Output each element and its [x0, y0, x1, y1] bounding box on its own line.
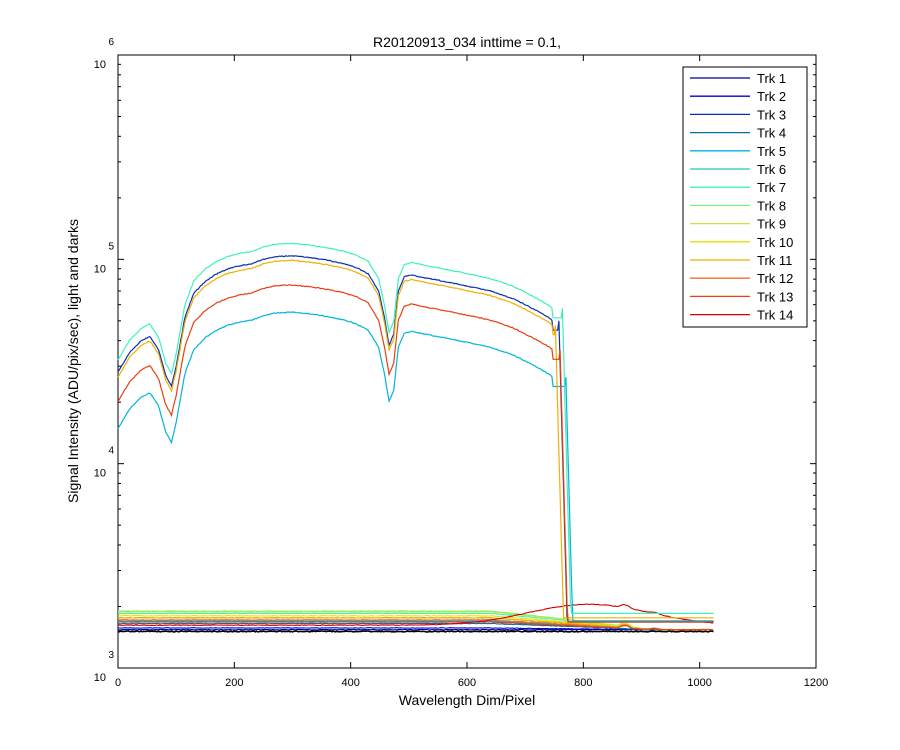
dark-series-line — [117, 611, 713, 631]
chart-title: R20120913_034 inttime = 0.1, — [373, 34, 561, 50]
dark-series-line — [117, 619, 714, 631]
x-tick-label: 400 — [341, 677, 359, 689]
series-line — [117, 242, 714, 614]
legend-label: Trk 9 — [757, 217, 786, 232]
legend-label: Trk 7 — [757, 180, 786, 195]
legend-label: Trk 10 — [757, 235, 793, 250]
legend-label: Trk 2 — [757, 89, 786, 104]
y-tick-label-exponent: 6 — [108, 37, 114, 48]
y-tick-label-base: 10 — [94, 263, 106, 275]
x-tick-label: 200 — [225, 677, 243, 689]
dark-series-line — [118, 617, 714, 631]
legend-box — [682, 66, 808, 328]
legend-label: Trk 4 — [757, 126, 786, 141]
y-tick-label-exponent: 3 — [108, 650, 114, 661]
series-line — [117, 259, 714, 619]
x-tick-label: 0 — [115, 677, 121, 689]
legend-label: Trk 1 — [757, 71, 786, 86]
x-axis-label: Wavelength Dim/Pixel — [399, 692, 535, 708]
y-tick-label-base: 10 — [94, 59, 106, 71]
legend-label: Trk 8 — [757, 198, 786, 213]
dark-series-line — [118, 603, 714, 627]
dark-floor-line — [117, 630, 714, 633]
legend-label: Trk 13 — [757, 289, 793, 304]
x-tick-label: 1200 — [804, 677, 828, 689]
y-tick-label-base: 10 — [94, 672, 106, 684]
dark-series-line — [117, 627, 714, 631]
x-tick-label: 1000 — [687, 677, 711, 689]
legend-label: Trk 12 — [757, 271, 793, 286]
dark-series-line — [117, 615, 714, 631]
y-tick-label-exponent: 4 — [108, 446, 114, 457]
legend-items: Trk 1 Trk 2 Trk 3 Trk 4 Trk 5 Trk 6 Trk 7 Trk 8… — [690, 71, 793, 323]
dark-series-line — [117, 621, 714, 631]
y-tick-label-base: 10 — [94, 468, 106, 480]
legend-label: Trk 14 — [757, 308, 793, 323]
y-tick-label-exponent: 5 — [108, 241, 114, 252]
x-tick-label: 800 — [574, 677, 592, 689]
series-line — [117, 284, 714, 623]
legend-label: Trk 3 — [757, 107, 786, 122]
legend-label: Trk 6 — [757, 162, 786, 177]
legend-label: Trk 5 — [757, 144, 786, 159]
x-tick-label: 600 — [458, 677, 476, 689]
series-line — [117, 311, 714, 622]
legend: Trk 1 Trk 2 Trk 3 Trk 4 Trk 5 Trk 6 Trk 7 Trk 8… — [682, 66, 808, 328]
y-axis-label: Signal Intensity (ADU/pix/sec), light an… — [65, 219, 81, 503]
legend-label: Trk 11 — [757, 253, 792, 268]
series-layer — [117, 242, 714, 633]
